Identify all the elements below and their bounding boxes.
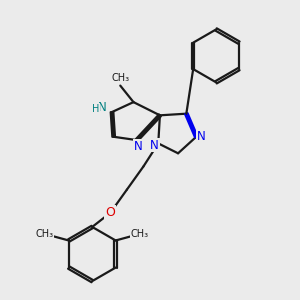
Text: CH₃: CH₃: [111, 73, 129, 83]
Text: CH₃: CH₃: [131, 229, 149, 239]
Text: H: H: [92, 104, 99, 114]
Text: N: N: [197, 130, 206, 143]
Text: CH₃: CH₃: [36, 229, 54, 239]
Text: O: O: [105, 206, 115, 219]
Text: N: N: [134, 140, 143, 153]
Text: N: N: [98, 100, 106, 114]
Text: N: N: [150, 139, 159, 152]
